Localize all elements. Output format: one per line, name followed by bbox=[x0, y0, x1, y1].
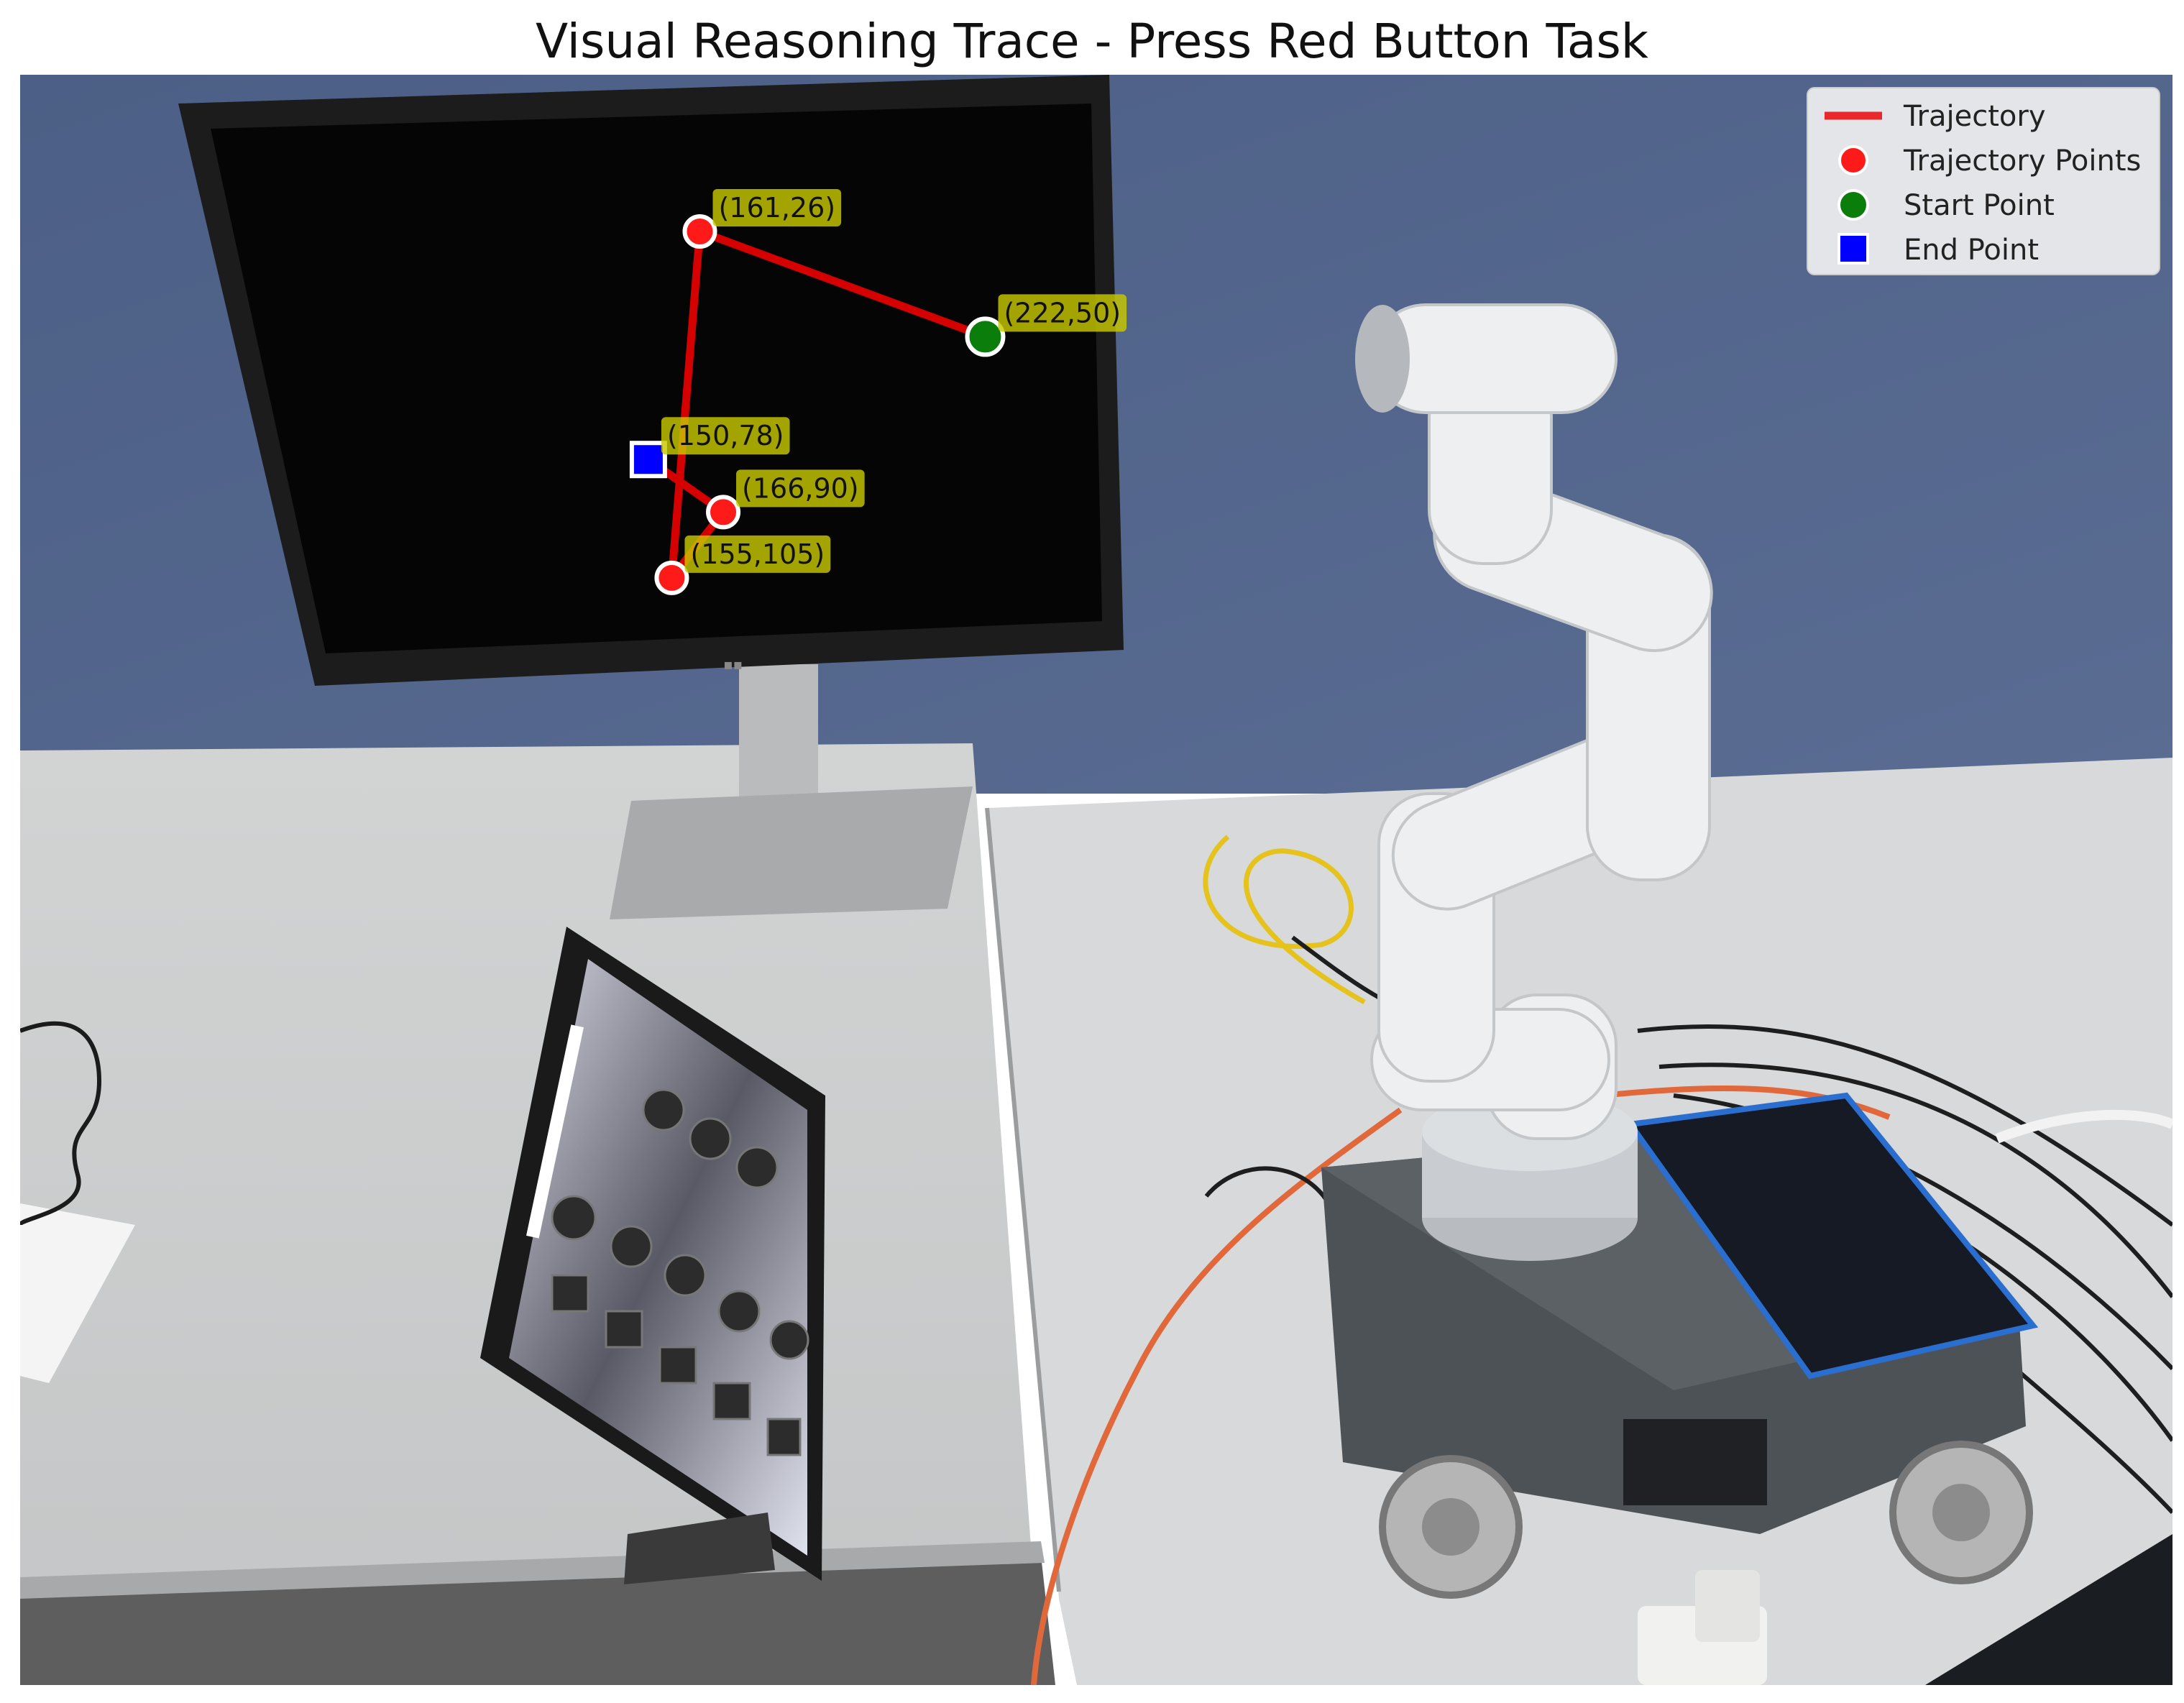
point-label-text: (166,90) bbox=[742, 472, 859, 504]
point-label: (166,90) bbox=[736, 469, 865, 508]
legend-box bbox=[1807, 87, 2160, 275]
trajectory-point-marker bbox=[654, 560, 689, 595]
point-label-background bbox=[736, 469, 865, 508]
trajectory-segment bbox=[667, 227, 704, 582]
end-point-marker bbox=[629, 441, 667, 479]
legend-label-trajectory: Trajectory bbox=[1903, 100, 2046, 133]
stylus bbox=[526, 1024, 584, 1239]
robot-display bbox=[1625, 1092, 2039, 1380]
figure-title: Visual Reasoning Trace - Press Red Butto… bbox=[535, 14, 1648, 69]
trajectory-point-marker bbox=[706, 495, 741, 530]
trajectory-overlay: (222,50) (161,26) (155,105) (166,90) (150,78… bbox=[629, 189, 1127, 595]
point-label: (150,78) bbox=[661, 417, 790, 455]
trajectory-segment bbox=[695, 227, 989, 341]
legend-start-marker bbox=[1837, 189, 1869, 221]
orange-cable bbox=[1031, 1107, 1403, 1685]
point-label-text: (222,50) bbox=[1004, 297, 1121, 329]
legend-label-start-point: Start Point bbox=[1904, 189, 2055, 222]
legend-trajectory-point-marker bbox=[1838, 145, 1868, 175]
legend-label-end-point: End Point bbox=[1904, 234, 2039, 267]
keyboard bbox=[1925, 1534, 2172, 1685]
point-label: (155,105) bbox=[684, 535, 831, 573]
point-label-background bbox=[661, 417, 790, 455]
point-label-background bbox=[998, 294, 1127, 332]
scene-photo: ▪▪ bbox=[20, 75, 2172, 1685]
tablet-stand bbox=[624, 1512, 775, 1584]
photo-panel: ▪▪ bbox=[20, 75, 2172, 1685]
legend: Trajectory Trajectory Points Start Point… bbox=[1807, 87, 2160, 275]
trajectory-point-marker bbox=[682, 214, 717, 249]
monitor-base bbox=[610, 786, 973, 919]
arm-end-effector bbox=[1355, 305, 1410, 413]
point-label-text: (161,26) bbox=[718, 192, 835, 224]
start-point-marker bbox=[965, 316, 1006, 357]
point-label-text: (150,78) bbox=[667, 420, 784, 451]
point-label: (161,26) bbox=[712, 189, 842, 226]
point-label-text: (155,105) bbox=[690, 538, 825, 570]
paper-sheet bbox=[20, 1203, 135, 1383]
point-label-background bbox=[684, 535, 831, 573]
legend-end-marker bbox=[1837, 233, 1869, 265]
point-label-background bbox=[712, 189, 842, 226]
left-cable bbox=[20, 1021, 102, 1226]
point-label: (222,50) bbox=[998, 294, 1127, 332]
white-cable bbox=[1995, 1109, 2172, 1144]
tablet-buttons bbox=[551, 1088, 809, 1456]
robot-arm bbox=[1370, 303, 1713, 1140]
monitor-screen bbox=[211, 104, 1102, 653]
svg-text:▪▪: ▪▪ bbox=[723, 656, 743, 673]
legend-label-trajectory-points: Trajectory Points bbox=[1903, 144, 2141, 178]
mecanum-wheels bbox=[1379, 1441, 2033, 1599]
yellow-cable bbox=[1203, 835, 1366, 1005]
